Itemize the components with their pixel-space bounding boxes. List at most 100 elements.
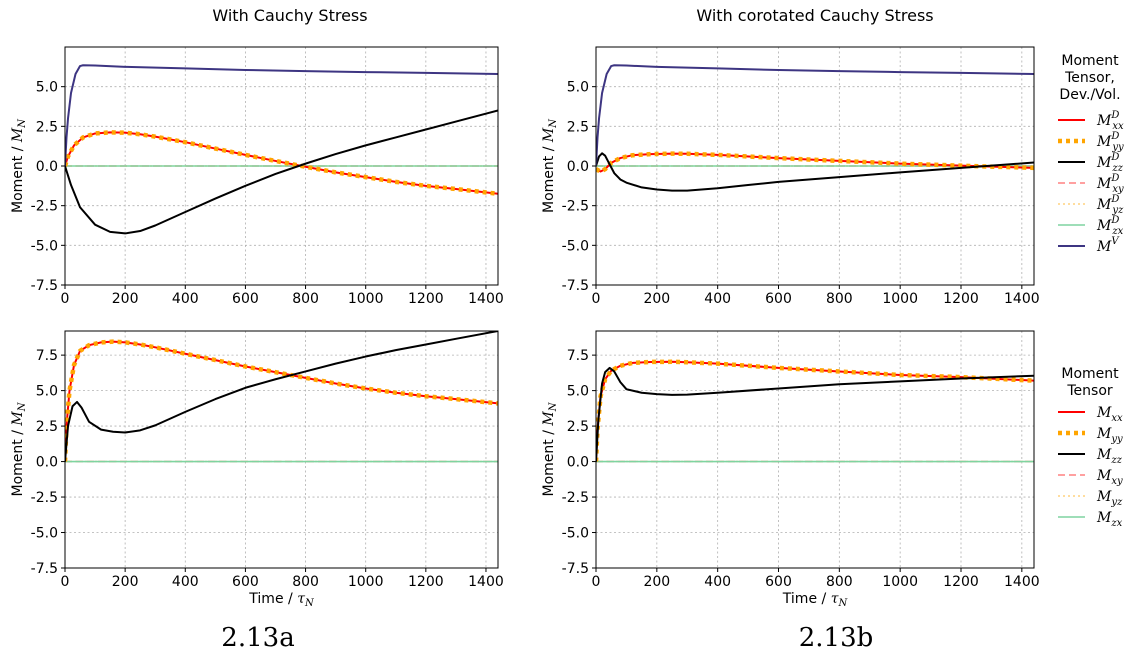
x-tick-label: 800 xyxy=(292,574,319,590)
x-tick-label: 1000 xyxy=(348,291,384,307)
x-tick-label: 600 xyxy=(765,291,792,307)
x-tick-label: 1200 xyxy=(943,574,979,590)
y-axis-label: Moment / MN xyxy=(541,118,559,213)
chart-panel-bottom-right: 0 200 400 600 800 1000 1200 1400 -7.5 -5.0 -2.5 0.0… xyxy=(541,330,1040,609)
y-tick-label: 5.0 xyxy=(567,80,589,96)
x-tick-label: 1400 xyxy=(468,574,504,590)
x-tick-label: 1200 xyxy=(408,574,444,590)
y-tick-label: 5.0 xyxy=(567,384,589,400)
caption-right: 2.13b xyxy=(799,623,874,653)
legend-entry-label: Myz xyxy=(1096,489,1123,508)
x-tick-label: 1400 xyxy=(1004,291,1040,307)
y-tick-label: -5.0 xyxy=(562,238,589,254)
chart-panel-top-right: 0 200 400 600 800 1000 1200 1400 -7.5 -5.0 -2.5 0.0… xyxy=(541,46,1040,307)
legend-entry-label: MD xy xyxy=(1096,173,1124,195)
series-line-zz xyxy=(596,366,1034,462)
y-tick-label: -2.5 xyxy=(31,490,58,506)
legend-entry-label: MD zx xyxy=(1096,215,1124,237)
x-tick-label: 200 xyxy=(643,291,670,307)
x-tick-label: 0 xyxy=(592,291,601,307)
x-tick-label: 1000 xyxy=(348,574,384,590)
legend-title-line: Moment xyxy=(1061,366,1119,382)
series-line-yy xyxy=(596,359,1034,462)
y-tick-label: 5.0 xyxy=(36,80,58,96)
y-tick-label: 0.0 xyxy=(567,455,589,471)
y-tick-label: -7.5 xyxy=(562,561,589,577)
x-tick-label: 1200 xyxy=(408,291,444,307)
y-tick-label: 2.5 xyxy=(567,419,589,435)
x-tick-label: 400 xyxy=(704,574,731,590)
x-tick-label: 800 xyxy=(292,291,319,307)
y-tick-label: 0.0 xyxy=(36,455,58,471)
y-tick-label: -2.5 xyxy=(562,199,589,215)
series-line-xx xyxy=(65,340,498,462)
series-line-xx-D xyxy=(65,131,498,195)
series-line-zz xyxy=(65,331,498,462)
x-tick-label: 200 xyxy=(112,291,139,307)
legend-entry-label: Mzx xyxy=(1096,510,1123,529)
y-tick-label: 7.5 xyxy=(36,348,58,364)
chart-panel-bottom-left: 0 200 400 600 800 1000 1200 1400 -7.5 -5.0 -2.5 0.0… xyxy=(10,330,504,609)
x-tick-label: 400 xyxy=(704,291,731,307)
x-tick-label: 0 xyxy=(61,291,70,307)
legend-title-line: Tensor xyxy=(1066,383,1113,399)
x-tick-label: 600 xyxy=(765,574,792,590)
series-line-yy-D xyxy=(65,130,498,197)
x-axis-label: Time / τN xyxy=(782,591,849,609)
y-tick-label: 0.0 xyxy=(567,159,589,175)
series-line-zz-D xyxy=(596,152,1034,192)
y-tick-label: -7.5 xyxy=(562,278,589,294)
legend-entry-label: MD yy xyxy=(1096,131,1124,153)
y-tick-label: 2.5 xyxy=(36,119,58,135)
y-axis-label: Moment / MN xyxy=(10,118,28,213)
x-tick-label: 600 xyxy=(232,291,259,307)
caption-left: 2.13a xyxy=(221,623,294,653)
x-tick-label: 600 xyxy=(232,574,259,590)
column-title-left: With Cauchy Stress xyxy=(212,6,367,25)
plot-frame xyxy=(595,330,1035,569)
plot-frame xyxy=(64,330,499,569)
x-tick-label: 800 xyxy=(826,291,853,307)
x-tick-label: 0 xyxy=(592,574,601,590)
y-tick-label: 2.5 xyxy=(36,419,58,435)
legend-entry-label: MD xx xyxy=(1096,110,1124,132)
x-tick-label: 1400 xyxy=(1004,574,1040,590)
y-tick-label: 7.5 xyxy=(567,348,589,364)
legend-entry-label: Myy xyxy=(1096,426,1123,445)
x-tick-label: 1000 xyxy=(882,291,918,307)
y-tick-label: -7.5 xyxy=(31,561,58,577)
y-tick-label: -7.5 xyxy=(31,278,58,294)
series-line-xx xyxy=(596,360,1034,462)
y-tick-label: 0.0 xyxy=(36,159,58,175)
y-tick-label: 5.0 xyxy=(36,384,58,400)
legend-entry-label: MD zz xyxy=(1096,152,1124,174)
x-tick-label: 800 xyxy=(826,574,853,590)
x-tick-label: 200 xyxy=(643,574,670,590)
x-tick-label: 1200 xyxy=(943,291,979,307)
x-tick-label: 400 xyxy=(172,574,199,590)
y-tick-label: -5.0 xyxy=(31,238,58,254)
y-axis-label: Moment / MN xyxy=(10,401,28,496)
series-line-yy-D xyxy=(596,151,1034,174)
chart-panel-top-left: 0 200 400 600 800 1000 1200 1400 -7.5 -5.0 -2.5 0.0… xyxy=(10,46,504,307)
legend-title-line: Dev./Vol. xyxy=(1059,87,1120,103)
x-tick-label: 1000 xyxy=(882,574,918,590)
legend-title-line: Tensor, xyxy=(1064,70,1115,86)
legend-entry-label: MD yz xyxy=(1096,194,1124,216)
y-tick-label: -5.0 xyxy=(31,526,58,542)
series-line-vol-V xyxy=(596,64,1034,167)
legend-entry-label: Mxx xyxy=(1096,405,1123,424)
y-axis-label: Moment / MN xyxy=(541,401,559,496)
y-tick-label: 2.5 xyxy=(567,119,589,135)
legend-entry-label: MV xyxy=(1096,236,1120,255)
x-tick-label: 400 xyxy=(172,291,199,307)
x-tick-label: 0 xyxy=(61,574,70,590)
legend-title-line: Moment xyxy=(1061,53,1119,69)
x-tick-label: 1400 xyxy=(468,291,504,307)
series-line-xx-D xyxy=(596,152,1034,173)
y-tick-label: -2.5 xyxy=(562,490,589,506)
x-axis-label: Time / τN xyxy=(248,591,315,609)
series-line-zz-D xyxy=(65,109,498,235)
column-title-right: With corotated Cauchy Stress xyxy=(696,6,933,25)
